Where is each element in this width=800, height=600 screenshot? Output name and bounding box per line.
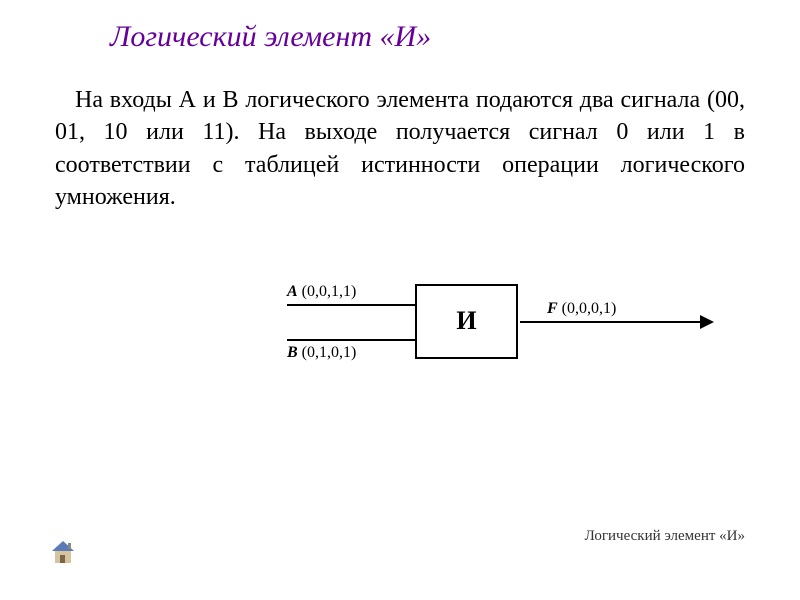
- logic-gate-diagram: И A (0,0,1,1) B (0,1,0,1) F (0,0,0,1): [0, 259, 800, 399]
- and-gate-box: И: [415, 284, 518, 359]
- input-b-line: [287, 339, 415, 342]
- input-a-label: A (0,0,1,1): [287, 283, 356, 301]
- output-line: [520, 321, 705, 324]
- output-f-letter: F: [547, 300, 558, 317]
- slide-title: Логический элемент «И»: [0, 0, 800, 54]
- input-a-values: (0,0,1,1): [298, 283, 357, 300]
- input-b-values: (0,1,0,1): [298, 344, 357, 361]
- output-f-values: (0,0,0,1): [558, 300, 617, 317]
- main-paragraph: На входы А и В логического элемента пода…: [0, 54, 800, 214]
- input-b-letter: B: [287, 344, 298, 361]
- output-arrowhead: [700, 315, 714, 329]
- home-icon-svg: [50, 539, 76, 565]
- input-b-label: B (0,1,0,1): [287, 344, 356, 362]
- input-a-letter: A: [287, 283, 298, 300]
- input-a-line: [287, 304, 415, 307]
- diagram-caption: Логический элемент «И»: [585, 528, 745, 545]
- home-icon[interactable]: [50, 539, 76, 565]
- output-f-label: F (0,0,0,1): [547, 300, 616, 318]
